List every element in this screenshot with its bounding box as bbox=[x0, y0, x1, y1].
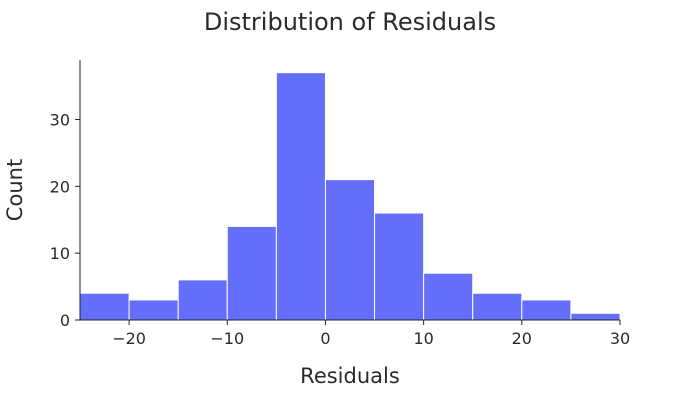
x-tick-label: −20 bbox=[112, 329, 146, 348]
x-tick-label: 20 bbox=[512, 329, 532, 348]
histogram-bar-2 bbox=[177, 279, 228, 321]
histogram-bar-10 bbox=[570, 312, 621, 321]
bars-group bbox=[79, 72, 621, 321]
x-tick-label: 30 bbox=[610, 329, 630, 348]
histogram-bar-4 bbox=[275, 72, 326, 321]
y-tick-label: 20 bbox=[50, 177, 70, 196]
x-tick-label: 10 bbox=[413, 329, 433, 348]
x-tick-label: −10 bbox=[210, 329, 244, 348]
histogram-bar-5 bbox=[324, 179, 376, 321]
histogram-bar-0 bbox=[79, 292, 130, 321]
x-tick-label: 0 bbox=[320, 329, 330, 348]
y-axis-label: Count bbox=[3, 159, 27, 221]
axes-group: −20 −10 0 10 20 30 0 10 20 30 bbox=[50, 60, 630, 348]
histogram-bar-9 bbox=[521, 299, 572, 321]
y-tick-label: 30 bbox=[50, 110, 70, 129]
histogram-bar-7 bbox=[423, 272, 474, 321]
histogram-bar-3 bbox=[226, 225, 277, 321]
histogram-bar-8 bbox=[472, 292, 523, 321]
y-tick-label: 10 bbox=[50, 244, 70, 263]
histogram-bar-6 bbox=[374, 212, 425, 321]
x-axis-label: Residuals bbox=[300, 364, 400, 388]
y-tick-label: 0 bbox=[60, 311, 70, 330]
chart-title: Distribution of Residuals bbox=[204, 8, 496, 36]
histogram-bar-1 bbox=[128, 299, 179, 321]
